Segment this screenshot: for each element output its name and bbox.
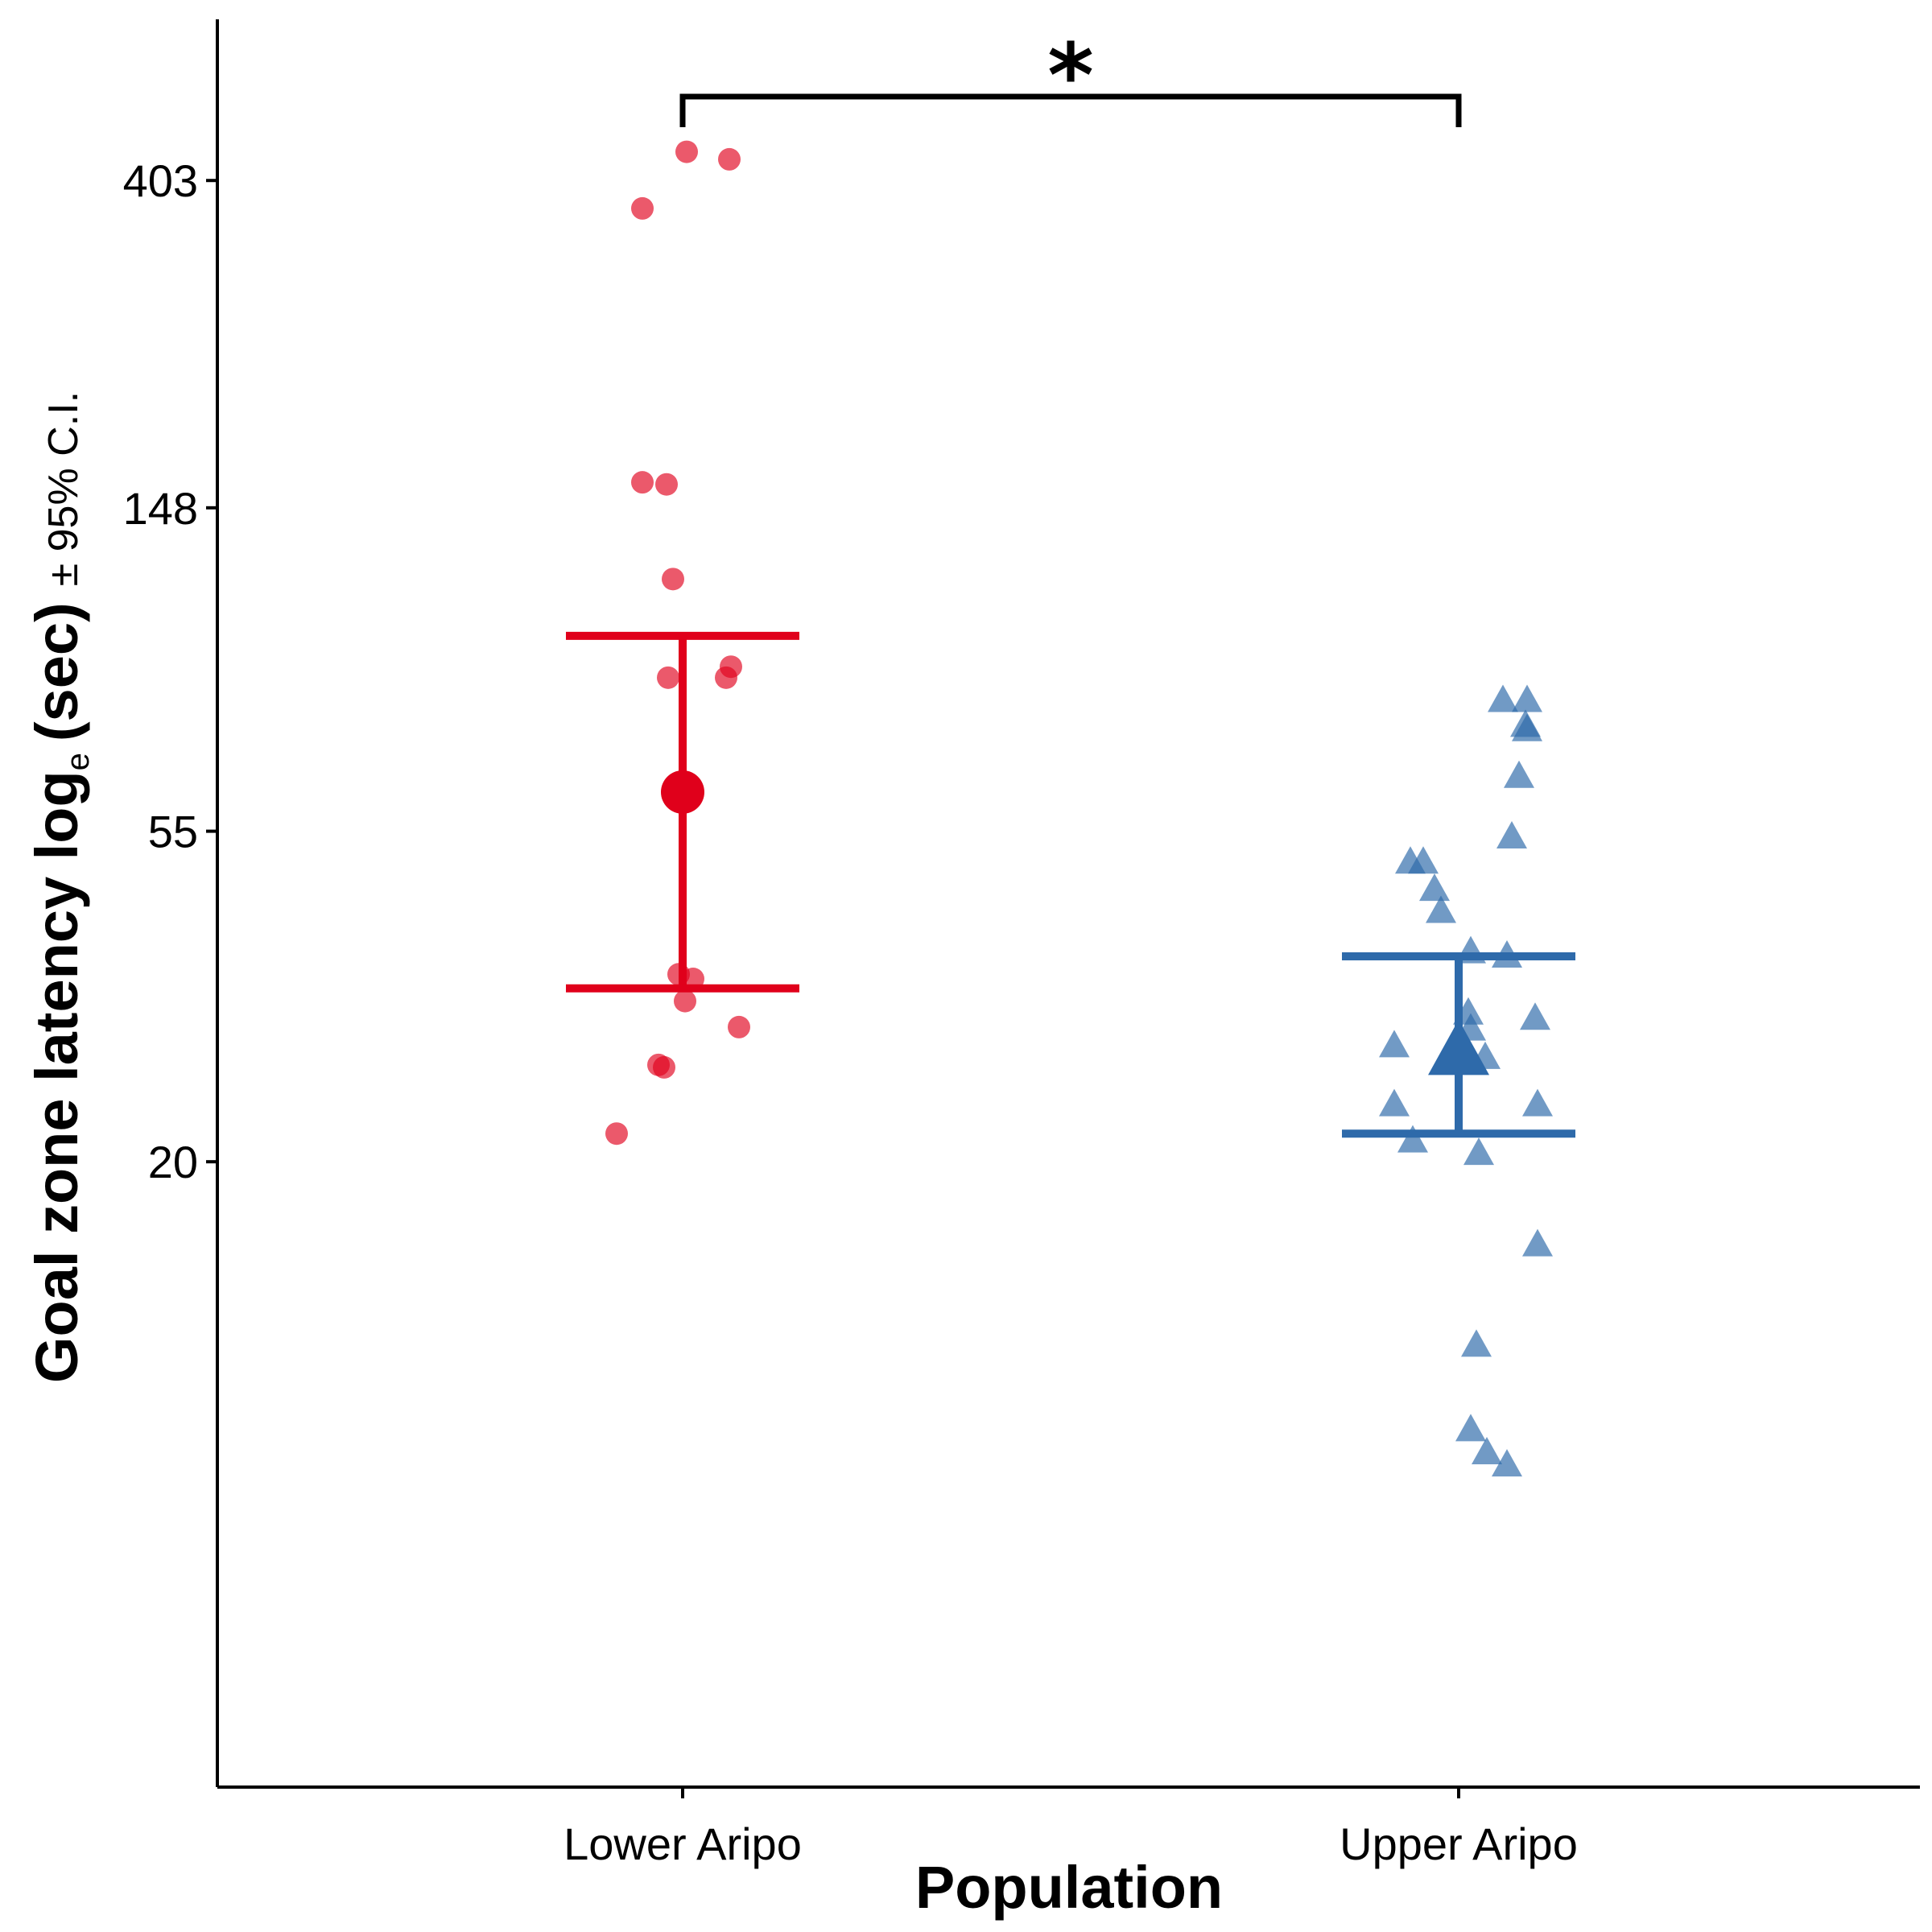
upper-aripo-data-point	[1520, 1002, 1550, 1030]
upper-aripo-data-point	[1426, 895, 1456, 923]
y-axis-title-unit: (sec)	[23, 602, 90, 741]
upper-aripo-data-point	[1463, 1137, 1494, 1166]
upper-aripo-data-point	[1472, 1437, 1502, 1465]
significance-label: *	[1047, 24, 1094, 127]
y-axis-title: Goal zone latency loge (sec) ± 95% C.I.	[23, 391, 96, 1383]
y-tick-label: 20	[148, 1137, 198, 1187]
x-axis-title: Population	[915, 1854, 1223, 1921]
upper-aripo-data-point	[1461, 1329, 1492, 1357]
plot-area: *	[566, 24, 1575, 1477]
lower-aripo-data-point	[715, 666, 737, 689]
upper-aripo-data-point	[1488, 684, 1518, 712]
upper-aripo-data-point	[1522, 1088, 1553, 1117]
significance-bracket	[679, 93, 1462, 127]
upper-aripo-data-point	[1397, 1125, 1428, 1153]
upper-aripo-data-point	[1408, 846, 1439, 874]
lower-aripo-data-point	[675, 140, 698, 163]
x-tick-label: Upper Aripo	[1340, 1818, 1578, 1869]
y-axis-title-subscript: e	[60, 753, 96, 770]
upper-aripo-data-point	[1455, 1414, 1486, 1442]
upper-aripo-data-point	[1504, 760, 1534, 788]
lower-aripo-data-point	[674, 989, 696, 1013]
lower-aripo-data-point	[728, 1015, 750, 1038]
y-tick-label: 148	[123, 483, 198, 534]
upper-aripo-data-point	[1512, 684, 1542, 712]
axes: 20 55 148 403 Lower Aripo Upper Aripo	[123, 19, 1920, 1869]
y-axis-title-main: Goal zone latency log	[23, 770, 90, 1383]
lower-aripo-data-point	[657, 666, 679, 689]
y-tick-label: 403	[123, 155, 198, 206]
upper-aripo-data-point	[1492, 1449, 1522, 1477]
upper-aripo-data-point	[1512, 713, 1542, 741]
lower-aripo-data-point	[655, 473, 678, 496]
lower-aripo-data-point	[631, 471, 654, 494]
lower-aripo-data-point	[605, 1122, 628, 1146]
lower-aripo-data-point	[718, 147, 741, 171]
upper-aripo-mean-marker	[1428, 1019, 1489, 1075]
x-tick-label: Lower Aripo	[564, 1818, 802, 1869]
upper-aripo-data-point	[1419, 873, 1450, 902]
upper-aripo-data-point	[1379, 1088, 1410, 1117]
lower-aripo-mean-marker	[661, 770, 704, 814]
y-axis-title-ci: ± 95% C.I.	[40, 391, 87, 586]
lower-aripo-data-point	[662, 568, 684, 591]
lower-aripo-data-point	[631, 196, 654, 220]
lower-aripo-data-point	[653, 1055, 675, 1079]
upper-aripo-data-point	[1522, 1228, 1553, 1257]
upper-aripo-data-point	[1496, 821, 1527, 849]
upper-aripo-data-point	[1379, 1030, 1410, 1058]
y-tick-label: 55	[148, 807, 198, 857]
